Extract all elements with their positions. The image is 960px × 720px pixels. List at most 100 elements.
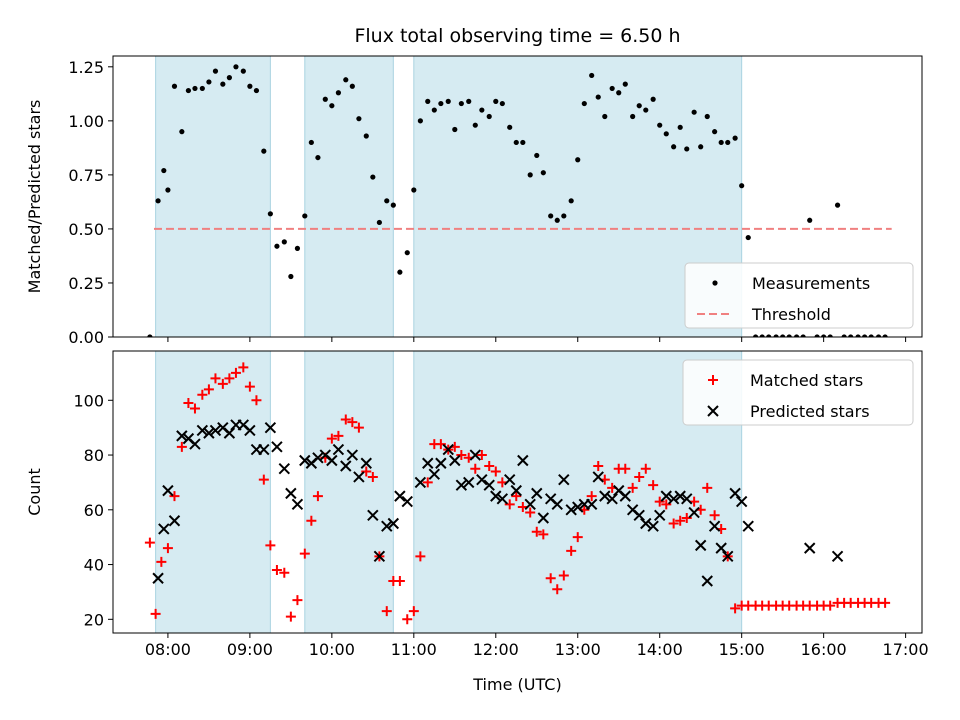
data-point: [821, 334, 827, 337]
data-point: [552, 584, 563, 595]
y-tick-label: 0.75: [68, 166, 104, 185]
data-point: [753, 334, 759, 337]
data-point: [158, 523, 170, 535]
data-point: [456, 450, 467, 461]
data-point: [551, 498, 563, 511]
data-point: [144, 537, 155, 548]
data-point: [209, 424, 222, 437]
data-point: [463, 476, 475, 489]
data-point: [312, 452, 324, 464]
y-tick-label: 0.50: [68, 220, 104, 239]
y-tick-label: 1.25: [68, 58, 104, 77]
data-point: [862, 334, 868, 337]
data-point: [285, 611, 296, 622]
data-point: [472, 122, 478, 128]
data-point: [572, 532, 583, 543]
data-point: [244, 381, 255, 392]
data-point: [381, 606, 392, 617]
data-point: [422, 457, 434, 469]
shaded-interval-0: [155, 350, 271, 634]
data-point: [537, 512, 550, 524]
data-point: [527, 172, 533, 178]
data-point: [267, 211, 273, 217]
data-point: [868, 334, 874, 337]
data-point: [524, 498, 536, 511]
data-point: [513, 139, 519, 146]
data-point: [185, 87, 192, 94]
data-point: [633, 509, 645, 521]
data-point: [281, 239, 287, 245]
data-point: [152, 572, 164, 584]
data-point: [698, 144, 704, 150]
data-point: [233, 64, 239, 70]
data-point: [534, 152, 540, 159]
data-point: [179, 129, 185, 135]
data-point: [575, 157, 581, 163]
data-point: [445, 98, 451, 104]
data-point: [648, 480, 659, 491]
data-point: [499, 100, 505, 107]
x-tick-label: 12:00: [473, 640, 519, 659]
data-point: [370, 174, 376, 180]
data-point: [793, 334, 800, 337]
data-point: [302, 213, 308, 219]
data-point: [718, 139, 724, 146]
data-point: [496, 493, 509, 505]
data-point: [326, 454, 338, 467]
data-point: [479, 107, 485, 113]
data-point: [725, 139, 731, 146]
data-point: [800, 334, 806, 337]
data-point: [490, 490, 502, 502]
data-point: [558, 570, 569, 581]
data-point: [299, 548, 310, 559]
data-point: [361, 466, 372, 477]
data-point: [326, 433, 337, 444]
data-point: [486, 113, 492, 120]
data-point: [831, 550, 844, 563]
data-point: [397, 269, 403, 275]
data-point: [657, 122, 663, 128]
data-point: [786, 334, 792, 337]
data-point: [435, 439, 446, 450]
data-point: [346, 449, 359, 461]
x-tick-label: 17:00: [883, 640, 929, 659]
data-point: [340, 460, 352, 472]
data-point: [880, 597, 891, 608]
data-point: [654, 496, 665, 507]
data-point: [490, 466, 501, 477]
data-point: [484, 460, 495, 471]
data-point: [169, 491, 180, 502]
data-point: [766, 334, 772, 337]
data-point: [253, 87, 260, 94]
data-point: [517, 454, 529, 467]
plot-area: [144, 362, 891, 625]
data-point: [340, 414, 351, 425]
data-point: [654, 509, 666, 521]
plot-area: [147, 64, 892, 337]
data-point: [504, 499, 515, 510]
axes-frame: [112, 350, 923, 634]
data-point: [545, 573, 556, 584]
data-point: [212, 68, 219, 74]
data-point: [510, 484, 522, 497]
data-point: [681, 493, 693, 505]
data-point: [217, 378, 228, 389]
data-point: [548, 213, 554, 219]
data-point: [742, 520, 754, 532]
data-point: [401, 495, 413, 508]
data-point: [674, 490, 686, 502]
legend-marker: [707, 405, 719, 417]
data-point: [566, 545, 577, 556]
data-point: [688, 506, 700, 519]
data-point: [531, 526, 542, 537]
data-point: [825, 600, 836, 611]
data-point: [402, 614, 413, 625]
data-point: [609, 85, 615, 92]
top-panel: 0.00 0.25 0.50 0.75 1.00 1.25 Flux total obser…: [25, 25, 923, 347]
data-point: [595, 94, 601, 100]
data-point: [203, 427, 215, 439]
data-point: [827, 334, 833, 337]
data-point: [661, 499, 672, 510]
data-point: [192, 85, 198, 92]
